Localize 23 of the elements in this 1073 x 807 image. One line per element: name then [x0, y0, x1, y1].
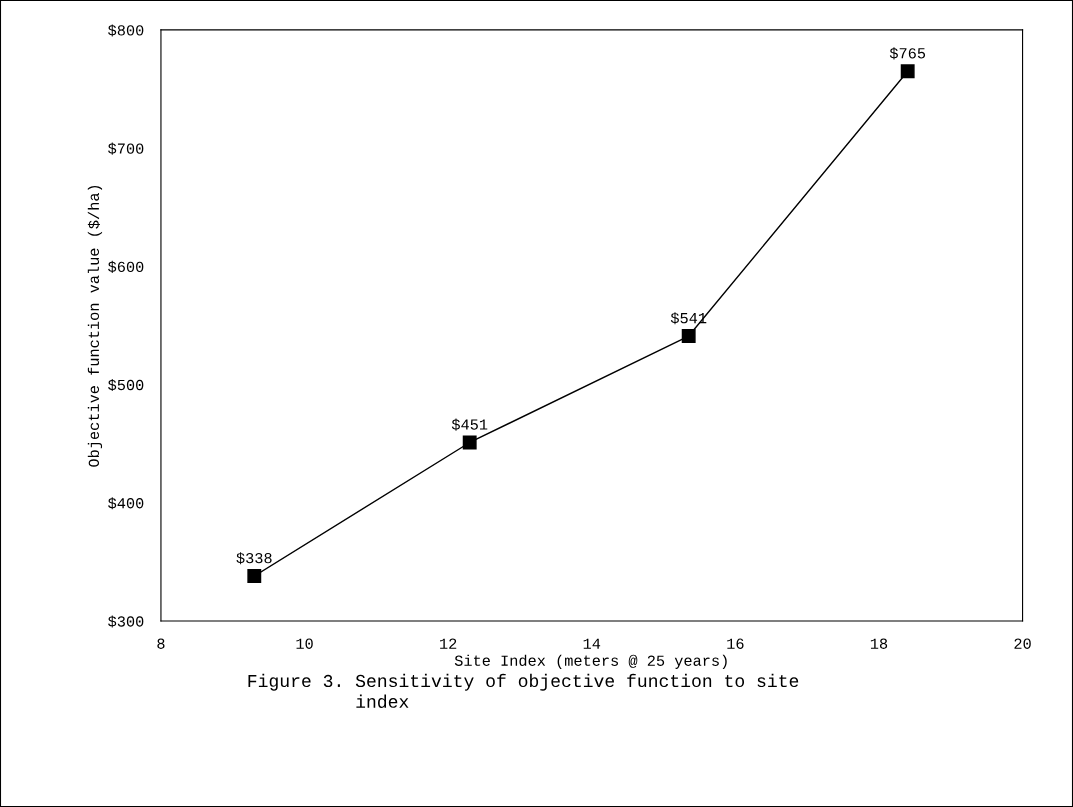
x-tick-label: 8	[157, 638, 165, 649]
y-tick-label: $600	[108, 260, 144, 273]
y-tick-label: $300	[108, 615, 144, 628]
x-tick-label: 18	[870, 638, 888, 649]
y-tick-label: $500	[108, 379, 144, 392]
data-label: $765	[889, 47, 926, 60]
x-tick-label: 10	[296, 638, 313, 649]
caption: Figure 3. Sensitivity of objective function to site index	[248, 673, 799, 708]
point	[681, 329, 696, 344]
y-axis-title: Objective function value ($/ha)	[87, 185, 103, 467]
point	[900, 64, 915, 79]
y-tick-label: $700	[108, 142, 144, 155]
x-tick-label: 14	[583, 638, 601, 649]
point	[462, 435, 477, 450]
x-axis-title: Site Index (meters @ 25 years)	[454, 654, 727, 669]
x-tick-label: 16	[727, 638, 744, 649]
data-label: $338	[236, 552, 272, 565]
x-tick-label: 20	[1014, 638, 1031, 649]
y-tick-label: $800	[108, 24, 144, 37]
y-tick-label: $400	[108, 497, 144, 510]
data-label: $451	[451, 418, 488, 431]
point	[247, 569, 262, 584]
x-tick-label: 12	[440, 638, 457, 649]
